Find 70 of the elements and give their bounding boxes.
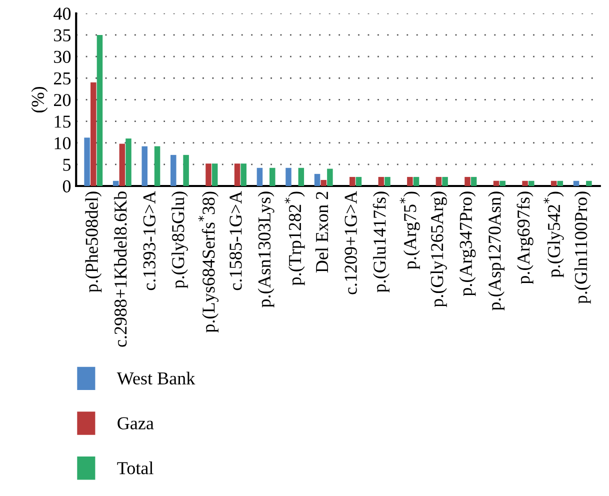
legend-label: West Bank bbox=[116, 372, 196, 385]
bar bbox=[470, 176, 477, 186]
x-tick-label: c.1209+1G>A bbox=[344, 190, 357, 294]
bar bbox=[212, 164, 218, 186]
bar bbox=[522, 180, 528, 186]
bar bbox=[327, 168, 333, 186]
y-axis-title: (%) bbox=[31, 86, 48, 112]
x-tick-label: p.(Gly542$^{*}$) bbox=[544, 192, 564, 278]
bar bbox=[96, 34, 103, 186]
y-tick-label: 25 bbox=[54, 72, 71, 85]
y-tick-label: 5 bbox=[63, 158, 71, 171]
bar bbox=[234, 164, 240, 186]
bar bbox=[557, 180, 564, 186]
legend-label: Gaza bbox=[118, 417, 154, 430]
x-tick-label: c.1393-1G>A bbox=[143, 190, 156, 290]
bar bbox=[119, 144, 126, 186]
x-tick-label: c.2988+1Kbdel8.6Kb bbox=[114, 192, 127, 347]
bar bbox=[500, 180, 506, 186]
bar bbox=[314, 174, 320, 186]
bar bbox=[298, 168, 304, 186]
bar bbox=[442, 176, 448, 186]
y-tick-label: 20 bbox=[54, 94, 71, 106]
bar bbox=[320, 180, 326, 186]
y-tick-label: 35 bbox=[54, 29, 71, 42]
bar bbox=[286, 168, 292, 186]
legend-label: Total bbox=[117, 462, 154, 474]
bar bbox=[350, 176, 356, 186]
bar bbox=[90, 82, 96, 186]
x-tick-label: p.(Gln1100Pro) bbox=[574, 192, 591, 304]
x-tick-label: p.(Asp1270Asn) bbox=[488, 192, 504, 310]
bar bbox=[256, 168, 263, 186]
bar bbox=[154, 146, 160, 186]
x-tick-label: p.(Gly1265Arg) bbox=[430, 192, 447, 308]
x-tick-label: p.(Arg347Pro) bbox=[459, 192, 476, 296]
bar bbox=[356, 176, 362, 186]
x-tick-label: p.(Asn1303Lys) bbox=[258, 192, 274, 308]
bar bbox=[493, 180, 500, 186]
bar bbox=[84, 138, 90, 186]
bar bbox=[112, 180, 119, 186]
x-tick-label: p.(Arg697fs) bbox=[516, 192, 534, 284]
x-tick-label: p.(Arg75$^{*}$) bbox=[400, 192, 420, 270]
y-tick-label: 0 bbox=[62, 180, 71, 192]
bar bbox=[142, 146, 148, 186]
bar bbox=[586, 180, 592, 186]
x-tick-label: Del Exon 2 bbox=[315, 192, 328, 273]
x-tick-label: p.(Lys684Serfs$^{*}$38) bbox=[198, 192, 218, 332]
bar bbox=[170, 154, 176, 186]
x-tick-label: p.(Trp1282$^{*}$) bbox=[284, 192, 305, 286]
bar bbox=[436, 176, 442, 186]
bar bbox=[528, 180, 534, 186]
x-tick-label: c.1585-1G>A bbox=[230, 190, 242, 290]
bar bbox=[126, 138, 132, 186]
bar bbox=[573, 180, 580, 186]
bar bbox=[464, 176, 470, 186]
y-tick-label: 30 bbox=[54, 50, 71, 63]
bar bbox=[384, 176, 390, 186]
bar bbox=[550, 180, 557, 186]
bar bbox=[413, 176, 420, 186]
bar bbox=[183, 154, 189, 186]
x-tick-label: p.(Glu1417fs) bbox=[372, 192, 390, 292]
y-tick-label: 15 bbox=[54, 116, 71, 128]
bar bbox=[206, 164, 212, 186]
bar bbox=[270, 168, 276, 186]
bar bbox=[378, 176, 384, 186]
x-tick-label: p.(Gly85Glu) bbox=[172, 192, 188, 288]
y-tick-label: 40 bbox=[54, 8, 71, 20]
x-tick-label: p.(Phe508del) bbox=[85, 192, 102, 292]
y-tick-label: 10 bbox=[54, 137, 71, 150]
bar bbox=[240, 164, 246, 186]
bar bbox=[407, 176, 413, 186]
